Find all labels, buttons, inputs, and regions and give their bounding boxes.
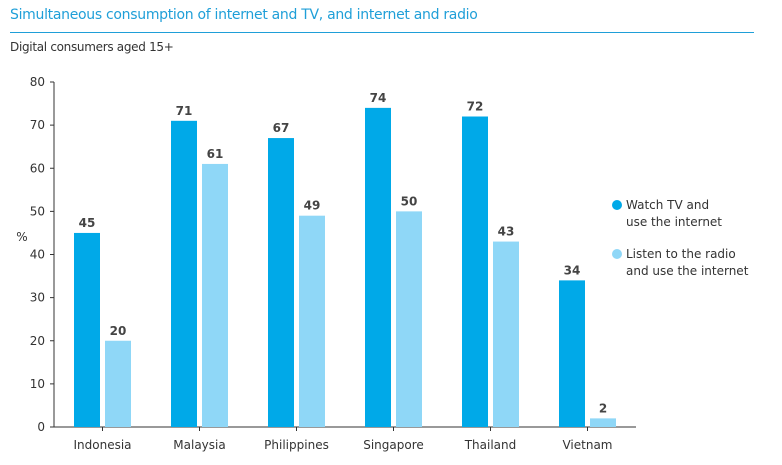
data-label: 71 [176, 104, 193, 118]
y-tick-label: 50 [30, 204, 45, 218]
legend-label: use the internet [626, 215, 723, 229]
y-tick-label: 0 [37, 420, 45, 434]
data-label: 49 [304, 199, 321, 213]
data-label: 2 [599, 401, 607, 415]
y-tick-label: 60 [30, 161, 45, 175]
y-tick-label: 20 [30, 334, 45, 348]
bar-vietnam-tv [559, 280, 585, 427]
bar-indonesia-radio [105, 340, 131, 427]
x-tick-label: Thailand [464, 438, 517, 452]
title-divider [10, 32, 754, 33]
bar-malaysia-tv [171, 120, 197, 427]
legend-swatch-radio [612, 249, 622, 259]
data-label: 34 [564, 263, 581, 277]
legend-item-radio: Listen to the radio and use the internet [612, 246, 749, 280]
y-tick-label: 80 [30, 75, 45, 89]
x-tick-label: Vietnam [562, 438, 612, 452]
x-tick-label: Philippines [264, 438, 329, 452]
x-tick-label: Malaysia [173, 438, 225, 452]
y-tick-label: 40 [30, 248, 45, 262]
data-label: 72 [467, 100, 484, 114]
x-tick-label: Indonesia [73, 438, 131, 452]
bar-singapore-radio [396, 211, 422, 427]
bar-thailand-tv [462, 116, 488, 427]
bar-indonesia-tv [74, 232, 100, 427]
bar-thailand-radio [493, 241, 519, 427]
legend-label: Listen to the radio [626, 247, 736, 261]
legend-label: and use the internet [626, 264, 749, 278]
bar-vietnam-radio [590, 418, 616, 427]
y-tick-label: 10 [30, 377, 45, 391]
y-axis-label: % [16, 230, 27, 244]
chart-title: Simultaneous consumption of internet and… [10, 7, 478, 23]
data-label: 67 [273, 121, 290, 135]
legend-label: Watch TV and [626, 198, 710, 212]
data-label: 61 [207, 147, 224, 161]
data-label: 50 [401, 194, 418, 208]
y-tick-label: 70 [30, 118, 45, 132]
data-label: 20 [110, 324, 127, 338]
x-tick-label: Singapore [363, 438, 424, 452]
data-label: 74 [370, 91, 387, 105]
bar-philippines-tv [268, 138, 294, 427]
legend-item-tv: Watch TV and use the internet [612, 197, 723, 231]
legend-swatch-tv [612, 200, 622, 210]
data-label: 45 [79, 216, 96, 230]
bar-malaysia-radio [202, 163, 228, 427]
bar-philippines-radio [299, 215, 325, 427]
chart-subtitle: Digital consumers aged 15+ [10, 40, 174, 54]
data-label: 43 [498, 225, 515, 239]
bar-singapore-tv [365, 107, 391, 427]
y-tick-label: 30 [30, 291, 45, 305]
